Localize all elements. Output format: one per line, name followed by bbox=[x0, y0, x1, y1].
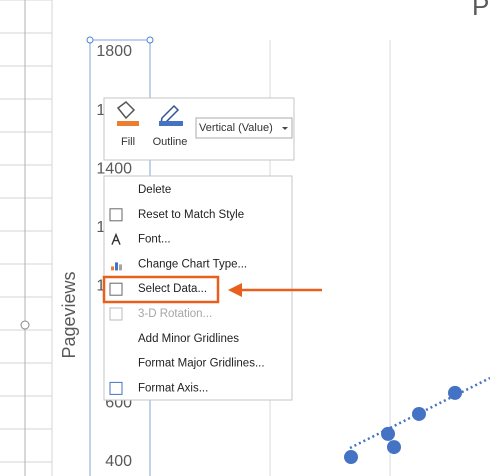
context-menu: Delete Reset to Match Style Font... Change … bbox=[103, 175, 293, 401]
highlight-box bbox=[102, 275, 220, 304]
menu-icon bbox=[119, 264, 122, 271]
data-point bbox=[381, 426, 395, 441]
menu-item[interactable]: Format Major Gridlines... bbox=[138, 358, 265, 370]
dropdown-text: Vertical (Value) bbox=[199, 122, 273, 134]
menu-item[interactable]: Reset to Match Style bbox=[138, 209, 244, 221]
menu-item[interactable]: Format Axis... bbox=[138, 382, 208, 394]
y-tick-label: 1800 bbox=[96, 43, 132, 60]
menu-icon bbox=[109, 282, 123, 296]
menu-icon bbox=[109, 208, 123, 222]
mini-toolbar: Fill Outline Vertical (Value) bbox=[103, 97, 295, 161]
arrowhead bbox=[228, 283, 242, 297]
menu-item[interactable]: Change Chart Type... bbox=[138, 258, 247, 270]
data-point bbox=[448, 385, 462, 400]
menu-item: 3-D Rotation... bbox=[138, 308, 212, 320]
dropdown-box[interactable] bbox=[195, 117, 293, 139]
trendline bbox=[349, 376, 490, 450]
menu-icon bbox=[111, 266, 114, 271]
menu-item[interactable]: Delete bbox=[138, 184, 171, 196]
data-point bbox=[387, 440, 401, 455]
selection-handle bbox=[86, 36, 94, 44]
menu-icon bbox=[109, 381, 123, 395]
selection-handle bbox=[146, 36, 154, 44]
y-tick-label: 400 bbox=[105, 453, 132, 470]
y-axis-label: Pageviews bbox=[59, 271, 79, 358]
data-point bbox=[344, 450, 358, 465]
menu-icon bbox=[115, 262, 118, 271]
spreadsheet-grid bbox=[0, 0, 53, 476]
menu-item[interactable]: Add Minor Gridlines bbox=[138, 333, 239, 345]
data-point bbox=[412, 406, 426, 421]
outline-button[interactable]: Outline bbox=[153, 136, 188, 148]
menu-icon bbox=[111, 232, 121, 245]
y-tick-label: 1400 bbox=[96, 160, 132, 177]
resize-handle[interactable] bbox=[20, 320, 30, 330]
menu-item[interactable]: Font... bbox=[138, 234, 171, 246]
chart-title: P bbox=[472, 0, 489, 21]
menu-icon bbox=[109, 307, 123, 321]
fill-button[interactable]: Fill bbox=[121, 136, 135, 148]
menu-item[interactable]: Select Data... bbox=[138, 283, 207, 295]
